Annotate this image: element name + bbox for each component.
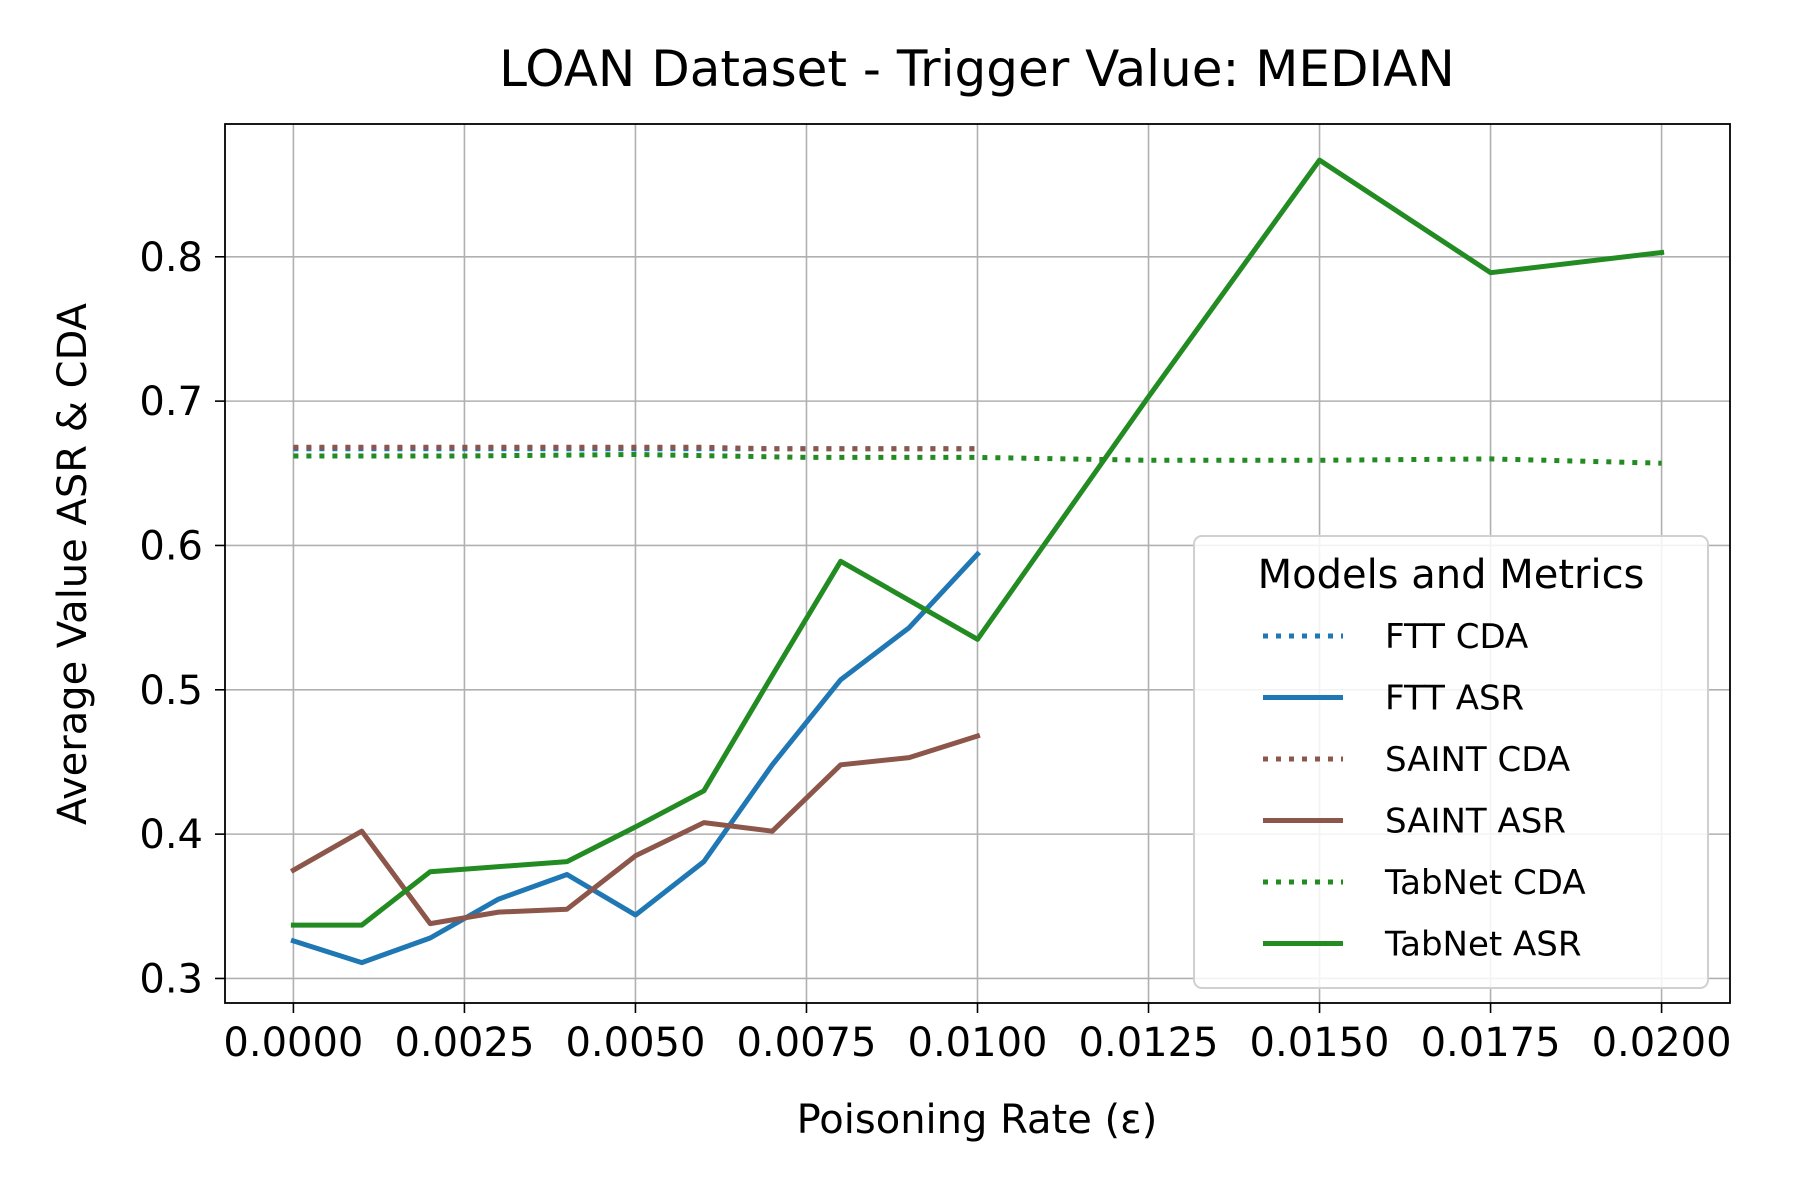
x-tick-label: 0.0200 bbox=[1592, 1020, 1732, 1066]
x-tick-label: 0.0000 bbox=[223, 1020, 363, 1066]
x-tick-label: 0.0125 bbox=[1079, 1020, 1219, 1066]
legend-label-ftt-cda: FTT CDA bbox=[1385, 617, 1528, 657]
legend-box bbox=[1193, 535, 1709, 989]
y-tick-label: 0.7 bbox=[139, 379, 203, 425]
legend-title: Models and Metrics bbox=[1258, 552, 1645, 598]
legend-label-tabnet-asr: TabNet ASR bbox=[1384, 925, 1582, 965]
y-tick-label: 0.5 bbox=[139, 668, 203, 714]
legend-label-saint-asr: SAINT ASR bbox=[1385, 802, 1566, 842]
x-tick-label: 0.0175 bbox=[1421, 1020, 1561, 1066]
y-tick-label: 0.4 bbox=[139, 812, 203, 858]
x-tick-label: 0.0100 bbox=[908, 1020, 1048, 1066]
legend-label-ftt-asr: FTT ASR bbox=[1385, 679, 1524, 719]
x-tick-label: 0.0150 bbox=[1250, 1020, 1390, 1066]
series-lines bbox=[289, 157, 1665, 966]
legend: Models and Metrics FTT CDA FTT ASR SAINT C… bbox=[1193, 535, 1709, 989]
legend-entries: FTT CDA FTT ASR SAINT CDA SAINT ASR TabNet C… bbox=[1263, 617, 1586, 965]
chart-title: LOAN Dataset - Trigger Value: MEDIAN bbox=[499, 40, 1455, 98]
x-tick-label: 0.0025 bbox=[394, 1020, 534, 1066]
y-tick-label: 0.8 bbox=[139, 235, 203, 281]
series-line-ftt-asr bbox=[290, 550, 982, 966]
x-tick-label: 0.0075 bbox=[736, 1020, 876, 1066]
x-tick-label: 0.0050 bbox=[565, 1020, 705, 1066]
series-line-saint-asr bbox=[289, 732, 981, 927]
legend-label-saint-cda: SAINT CDA bbox=[1385, 740, 1570, 780]
y-axis-label: Average Value ASR & CDA bbox=[50, 302, 96, 825]
y-tick-label: 0.6 bbox=[139, 523, 203, 569]
series-line-saint-cda bbox=[293, 444, 978, 452]
x-axis-label: Poisoning Rate (ε) bbox=[797, 1097, 1158, 1143]
y-tick-label: 0.3 bbox=[139, 956, 203, 1002]
y-axis-ticks: 0.3 0.4 0.5 0.6 0.7 0.8 bbox=[139, 235, 225, 1002]
series-line-tabnet-asr bbox=[290, 157, 1665, 928]
x-axis-ticks: 0.0000 0.0025 0.0050 0.0075 0.0100 0.0125 0.01… bbox=[223, 1003, 1732, 1066]
legend-label-tabnet-cda: TabNet CDA bbox=[1384, 863, 1586, 903]
